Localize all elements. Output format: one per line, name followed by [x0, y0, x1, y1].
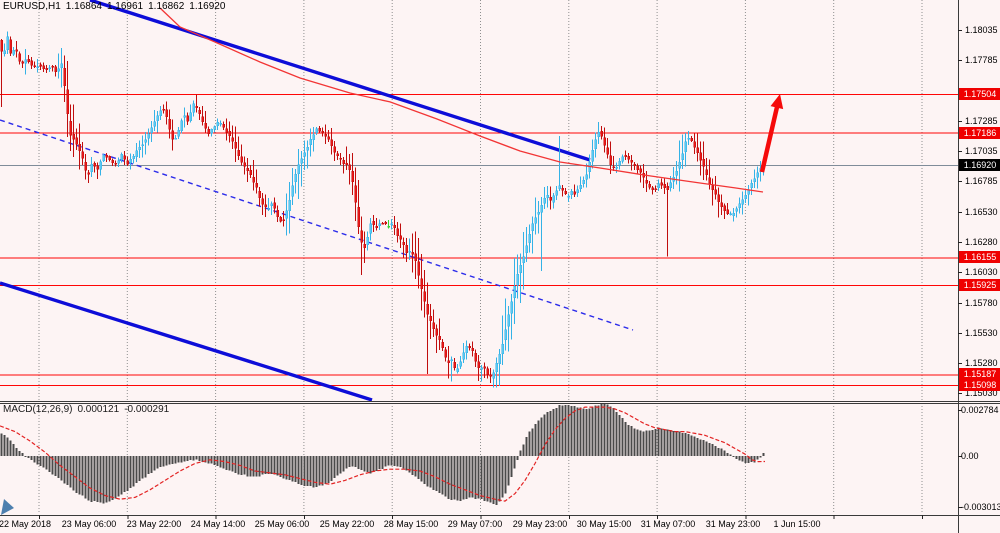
- high-value: 1.16961: [106, 1, 144, 12]
- horizontal-level-lines[interactable]: [0, 94, 958, 387]
- candles[interactable]: [0, 31, 765, 388]
- chart-ohlc-title: EURUSD,H1 1.16864 1.16961 1.16862 1.16920: [3, 1, 230, 12]
- close-value: 1.16920: [189, 1, 226, 12]
- descending-trendline[interactable]: [0, 281, 373, 402]
- corner-arrow-glyph[interactable]: [1, 499, 14, 515]
- macd-histogram: [0, 403, 765, 505]
- moving-average-line[interactable]: [159, 7, 764, 193]
- symbol-period-label: EURUSD,H1: [3, 1, 61, 12]
- descending-trendline[interactable]: [89, 0, 591, 162]
- low-value: 1.16862: [148, 1, 185, 12]
- buy-projection-arrow[interactable]: [759, 94, 784, 173]
- open-value: 1.16864: [65, 1, 102, 12]
- grid-lines: [38, 0, 923, 514]
- axis-tick-marks: [39, 30, 962, 519]
- macd-signal-line: [0, 406, 766, 502]
